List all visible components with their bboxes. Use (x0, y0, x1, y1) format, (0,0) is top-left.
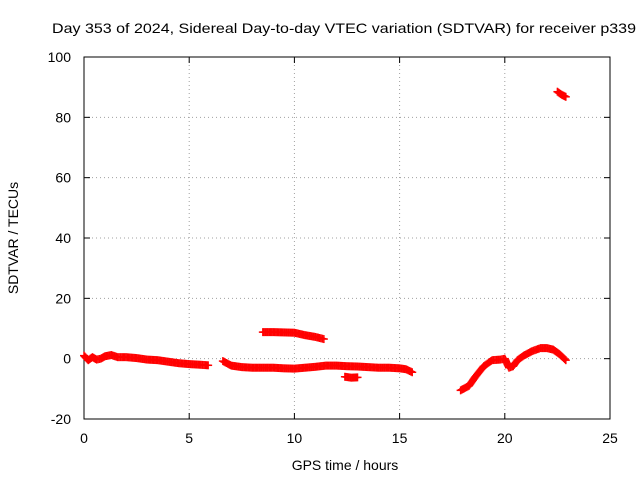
y-tick-label: 20 (55, 290, 71, 306)
y-axis-label: SDTVAR / TECUs (5, 182, 21, 294)
y-tick-label: 0 (63, 351, 71, 367)
x-tick-labels: 0 5 10 15 20 25 (80, 430, 618, 446)
data-point (204, 361, 213, 370)
y-tick-label: 80 (55, 109, 71, 125)
y-tick-label: -20 (51, 411, 71, 427)
data-point (319, 335, 328, 344)
x-tick-label: 10 (287, 430, 303, 446)
data-point (408, 368, 417, 377)
data-point (561, 356, 570, 365)
x-tick-label: 15 (392, 430, 408, 446)
axis-ticks (83, 56, 611, 420)
x-tick-label: 20 (497, 430, 513, 446)
chart-title: Day 353 of 2024, Sidereal Day-to-day VTE… (52, 20, 636, 36)
y-tick-labels: -20 0 20 40 60 80 100 (48, 49, 72, 427)
x-tick-label: 25 (602, 430, 618, 446)
x-tick-label: 0 (80, 430, 88, 446)
data-points (80, 87, 570, 395)
y-tick-label: 40 (55, 230, 71, 246)
x-axis-label: GPS time / hours (292, 457, 399, 473)
x-tick-label: 5 (185, 430, 193, 446)
data-point (560, 355, 569, 364)
data-point (353, 373, 362, 382)
y-tick-label: 60 (55, 170, 71, 186)
y-tick-label: 100 (48, 49, 72, 65)
grid-lines (84, 57, 610, 419)
data-point (561, 92, 570, 101)
